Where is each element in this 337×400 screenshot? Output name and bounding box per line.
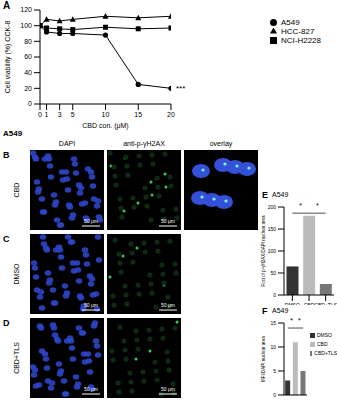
svg-text:120: 120 — [20, 6, 32, 13]
svg-text:CBD con. (μM): CBD con. (μM) — [82, 122, 128, 130]
svg-text:150: 150 — [268, 226, 277, 232]
svg-text:3: 3 — [58, 111, 62, 118]
html-text:DMSO: DMSO — [12, 263, 20, 285]
svg-text:DMSO: DMSO — [285, 302, 300, 305]
html-text:A549: A549 — [272, 307, 289, 314]
svg-text:50 μm: 50 μm — [161, 386, 175, 392]
html-text:CBD: CBD — [317, 341, 328, 347]
html-text:B: B — [3, 150, 10, 160]
html-text:DMSO: DMSO — [317, 332, 332, 338]
svg-text:5: 5 — [273, 368, 276, 374]
html-text:A: A — [3, 0, 11, 11]
html-text:A549: A549 — [281, 18, 300, 27]
html-text:CBD+TLS: CBD+TLS — [314, 350, 337, 356]
svg-text:*: * — [299, 202, 302, 209]
svg-text:0: 0 — [38, 111, 42, 118]
html-text:A549: A549 — [3, 129, 23, 138]
html-text:anti-p-γH2AX: anti-p-γH2AX — [123, 140, 165, 147]
svg-text:50 μm: 50 μm — [84, 218, 98, 224]
html-text:A549: A549 — [272, 191, 289, 198]
svg-text:0: 0 — [273, 392, 276, 398]
svg-text:50 μm: 50 μm — [161, 302, 175, 308]
svg-text:20: 20 — [24, 85, 32, 92]
svg-text:0: 0 — [273, 292, 276, 298]
html-text:CBD: CBD — [12, 182, 20, 198]
svg-text:Cell viability (%) CCK-8: Cell viability (%) CCK-8 — [8, 21, 12, 94]
svg-text:50 μm: 50 μm — [84, 302, 98, 308]
svg-text:5: 5 — [71, 111, 75, 118]
svg-text:0: 0 — [28, 100, 32, 107]
svg-text:50 μm: 50 μm — [161, 218, 175, 224]
svg-text:80: 80 — [24, 38, 32, 45]
svg-text:15: 15 — [134, 111, 142, 118]
svg-text:MFI/DAPI nuclear area: MFI/DAPI nuclear area — [261, 336, 266, 382]
html-text:overlay: overlay — [209, 140, 233, 147]
html-text:C: C — [3, 234, 10, 244]
svg-text:*: * — [316, 202, 319, 209]
svg-text:*: * — [298, 317, 301, 324]
svg-text:CBD+TLS: CBD+TLS — [314, 302, 329, 305]
html-text:D: D — [3, 318, 10, 328]
svg-text:10: 10 — [270, 344, 276, 350]
html-text:E: E — [262, 190, 268, 200]
svg-text:100: 100 — [20, 22, 32, 29]
svg-text:CBD: CBD — [304, 302, 315, 305]
svg-text:20: 20 — [167, 111, 175, 118]
svg-text:*: * — [290, 317, 293, 324]
html-text:HCC-827: HCC-827 — [281, 27, 315, 36]
svg-text:60: 60 — [24, 53, 32, 60]
svg-text:Foci of p-γH2AX/DAPI nuclear a: Foci of p-γH2AX/DAPI nuclear area — [261, 215, 266, 286]
svg-text:50 μm: 50 μm — [84, 386, 98, 392]
html-text:CBD+TLS: CBD+TLS — [12, 342, 20, 374]
svg-text:200: 200 — [268, 204, 277, 210]
svg-text:50: 50 — [270, 270, 276, 276]
html-text:DAPI: DAPI — [58, 140, 76, 147]
svg-text:***: *** — [176, 84, 185, 93]
svg-text:10: 10 — [102, 111, 110, 118]
html-text:NCI-H2228: NCI-H2228 — [281, 36, 321, 45]
svg-text:40: 40 — [24, 69, 32, 76]
svg-text:100: 100 — [268, 248, 277, 254]
svg-text:1: 1 — [45, 111, 49, 118]
svg-text:15: 15 — [270, 320, 276, 326]
html-text:F: F — [262, 306, 268, 316]
